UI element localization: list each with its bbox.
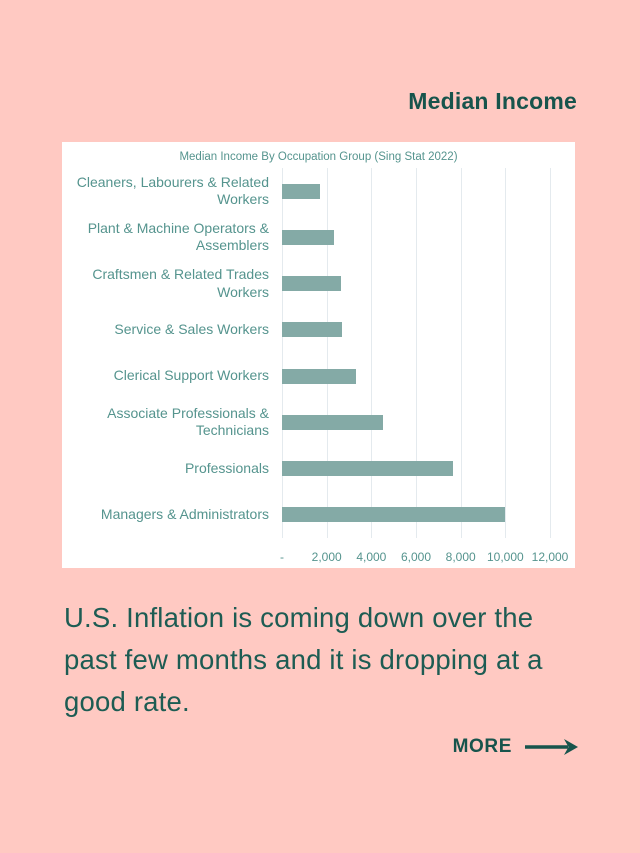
chart-row: Plant & Machine Operators & Assemblers [62, 214, 550, 260]
x-tick-label: 4,000 [356, 550, 387, 564]
bar-track [282, 353, 550, 399]
chart-plot-area: Cleaners, Labourers & Related Workers Pla… [62, 168, 575, 538]
chart-card: Median Income By Occupation Group (Sing … [62, 142, 575, 568]
bar-track [282, 307, 550, 353]
bar [282, 461, 453, 477]
category-label: Craftsmen & Related Trades Workers [92, 266, 269, 300]
bar [282, 276, 342, 292]
category-label: Service & Sales Workers [114, 321, 269, 338]
gridline [505, 168, 507, 538]
x-tick-label: - [280, 550, 284, 564]
category-label: Cleaners, Labourers & Related Workers [76, 173, 269, 208]
gridline [550, 168, 551, 538]
chart-gridlines [282, 168, 551, 538]
x-tick-label: 8,000 [445, 550, 476, 564]
page-title: Median Income [408, 88, 577, 114]
chart-row: Service & Sales Workers [62, 307, 550, 353]
category-label: Plant & Machine Operators & Assemblers [87, 219, 269, 254]
chart-row: Associate Professionals & Technicians [62, 399, 550, 445]
category-label: Clerical Support Workers [113, 367, 269, 384]
gridline [460, 168, 462, 538]
category-label: Managers & Administrators [100, 506, 269, 523]
x-tick-label: 2,000 [311, 550, 342, 564]
gridline [416, 168, 417, 538]
bar [282, 368, 356, 384]
more-label: MORE [452, 736, 512, 757]
x-tick-label: 6,000 [400, 550, 432, 564]
chart-row: Managers & Administrators [62, 492, 550, 538]
caption-text: U.S. Inflation is coming down over the p… [64, 602, 543, 717]
chart-row: Professionals [62, 446, 550, 492]
chart-rows: Cleaners, Labourers & Related Workers Pla… [62, 168, 550, 538]
chart-row: Craftsmen & Related Trades Workers [62, 261, 550, 307]
bar-track [282, 446, 550, 492]
bar-track [282, 261, 550, 307]
gridline [282, 168, 283, 538]
bar [282, 414, 383, 430]
bar-track [282, 399, 550, 445]
bar [282, 229, 335, 245]
gridline [371, 168, 373, 538]
chart-x-axis: - 2,000 4,000 6,000 8,000 10,000 12,000 [280, 544, 568, 564]
bar [282, 183, 320, 199]
arrow-right-icon [524, 738, 580, 756]
bar [282, 507, 506, 523]
bar-track [282, 492, 550, 538]
category-label: Professionals [184, 459, 269, 476]
chart-row: Clerical Support Workers [62, 353, 550, 399]
more-button[interactable]: MORE [453, 736, 580, 758]
chart-row: Cleaners, Labourers & Related Workers [62, 168, 550, 214]
gridline [326, 168, 328, 538]
chart-title: Median Income By Occupation Group (Sing … [179, 151, 458, 163]
category-label: Associate Professionals & Technicians [107, 404, 269, 439]
bar-track [282, 168, 550, 214]
bar [282, 322, 343, 338]
bar-track [282, 214, 550, 260]
x-tick-label: 12,000 [531, 550, 569, 564]
x-tick-label: 10,000 [486, 550, 524, 564]
